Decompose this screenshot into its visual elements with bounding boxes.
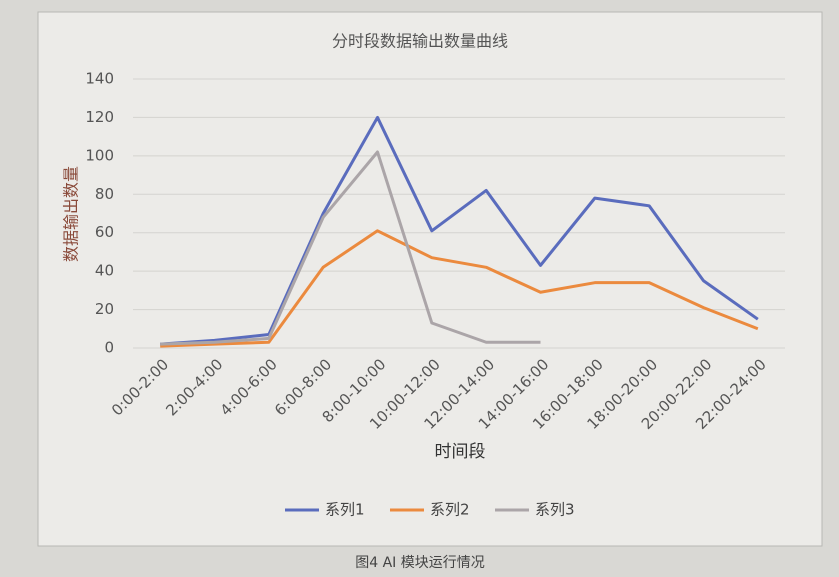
y-tick-label: 20 [95, 300, 114, 318]
series-line [160, 115, 759, 346]
series-line [160, 229, 759, 348]
legend-label: 系列3 [535, 501, 575, 519]
chart-frame [37, 11, 823, 547]
chart-title: 分时段数据输出数量曲线 [332, 32, 508, 51]
caption: 图4 AI 模块运行情况 [355, 555, 485, 571]
y-tick-label: 100 [85, 146, 114, 164]
series-line [160, 150, 541, 346]
y-tick-label: 60 [95, 223, 114, 241]
y-tick-label: 0 [104, 339, 114, 357]
y-tick-label: 140 [85, 70, 114, 88]
y-tick-label: 40 [95, 262, 114, 280]
y-tick-label: 80 [95, 185, 114, 203]
y-tick-label: 120 [85, 108, 114, 126]
x-axis-label: 时间段 [435, 442, 486, 462]
legend-label: 系列1 [325, 501, 365, 519]
y-axis-label: 数据输出数量 [62, 166, 81, 262]
legend-label: 系列2 [430, 501, 470, 519]
